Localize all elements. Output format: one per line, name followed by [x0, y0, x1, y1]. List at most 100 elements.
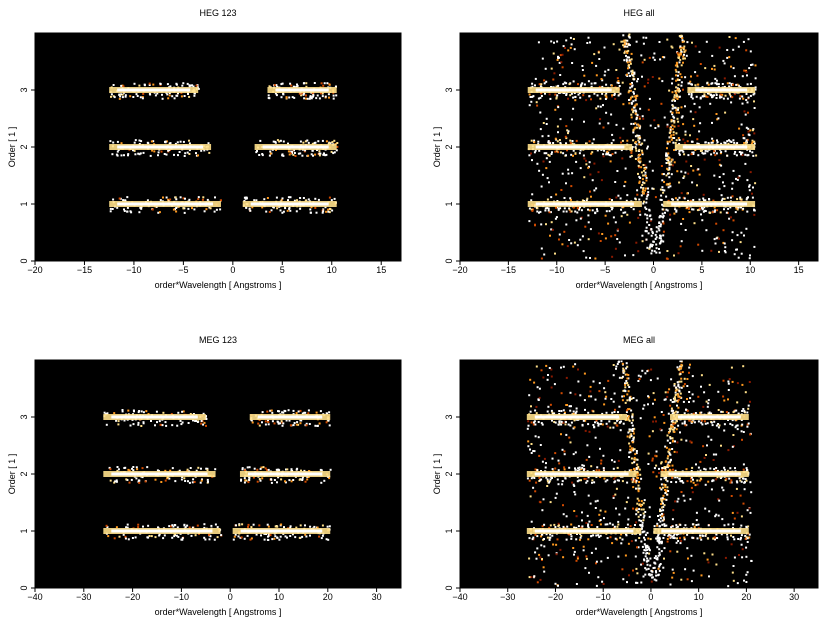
count-pixel — [296, 421, 299, 424]
count-pixel — [116, 206, 119, 209]
count-pixel — [129, 210, 132, 213]
count-pixel — [333, 197, 336, 200]
count-pixel — [701, 151, 704, 154]
count-pixel — [738, 554, 740, 556]
count-pixel — [612, 496, 615, 499]
count-pixel — [655, 230, 658, 233]
count-pixel — [710, 412, 713, 415]
count-pixel — [595, 562, 597, 565]
count-pixel — [616, 419, 618, 422]
count-pixel — [700, 213, 702, 216]
count-pixel — [302, 141, 305, 144]
count-pixel — [626, 382, 629, 384]
count-pixel — [715, 152, 718, 155]
count-pixel — [528, 557, 531, 560]
count-pixel — [264, 423, 267, 426]
count-pixel — [635, 581, 637, 584]
count-pixel — [692, 478, 694, 481]
count-pixel — [727, 380, 730, 383]
count-pixel — [322, 208, 325, 211]
count-pixel — [200, 422, 203, 425]
count-pixel — [634, 524, 636, 526]
count-pixel — [690, 476, 693, 479]
count-pixel — [726, 533, 729, 536]
count-pixel — [629, 149, 632, 152]
count-pixel — [709, 102, 712, 105]
x-axis-label: order*Wavelength [ Angstroms ] — [155, 607, 282, 617]
count-pixel — [580, 209, 583, 212]
count-pixel — [621, 480, 624, 483]
count-pixel — [539, 501, 542, 504]
count-pixel — [140, 425, 143, 427]
count-pixel — [610, 208, 613, 211]
count-pixel — [539, 210, 542, 213]
count-pixel — [560, 189, 563, 191]
count-pixel — [614, 408, 616, 411]
count-pixel — [142, 411, 145, 414]
count-pixel — [681, 422, 684, 425]
count-pixel — [158, 420, 161, 423]
count-pixel — [681, 40, 684, 43]
count-pixel — [642, 192, 645, 195]
count-pixel — [584, 429, 587, 432]
count-pixel — [572, 410, 575, 413]
count-pixel — [300, 94, 303, 97]
count-pixel — [682, 48, 685, 51]
count-pixel — [746, 138, 749, 141]
count-pixel — [648, 224, 651, 226]
count-pixel — [245, 479, 248, 482]
count-pixel — [687, 154, 690, 157]
count-pixel — [255, 151, 258, 154]
count-pixel — [171, 95, 174, 98]
count-pixel — [574, 468, 577, 471]
count-pixel — [740, 543, 743, 546]
count-pixel — [599, 105, 602, 108]
count-pixel — [580, 83, 583, 86]
count-pixel — [124, 199, 127, 202]
count-pixel — [295, 423, 298, 426]
count-pixel — [703, 391, 706, 394]
count-pixel — [652, 187, 655, 190]
count-pixel — [671, 437, 674, 440]
count-pixel — [243, 537, 246, 540]
count-pixel — [553, 421, 556, 423]
count-pixel — [206, 478, 209, 481]
count-pixel — [719, 93, 722, 96]
count-pixel — [177, 535, 180, 538]
count-pixel — [638, 537, 641, 539]
count-pixel — [665, 174, 668, 177]
count-pixel — [663, 189, 666, 192]
count-pixel — [147, 536, 150, 539]
count-pixel — [309, 96, 312, 99]
count-pixel — [690, 93, 693, 96]
count-pixel — [720, 142, 723, 145]
count-pixel — [678, 61, 681, 64]
count-pixel — [665, 162, 668, 164]
count-pixel — [328, 196, 331, 199]
count-pixel — [677, 424, 680, 427]
count-pixel — [565, 137, 568, 140]
count-pixel — [690, 486, 693, 489]
count-pixel — [642, 181, 645, 184]
count-pixel — [652, 420, 655, 423]
count-pixel — [204, 538, 207, 541]
count-pixel — [684, 130, 687, 133]
count-pixel — [609, 160, 612, 163]
count-pixel — [676, 500, 679, 503]
count-pixel — [637, 172, 639, 175]
count-pixel — [688, 366, 691, 369]
count-pixel — [530, 520, 533, 523]
count-pixel — [708, 575, 710, 578]
count-pixel — [301, 477, 304, 480]
count-pixel — [184, 152, 187, 155]
count-pixel — [582, 419, 585, 422]
count-pixel — [638, 141, 641, 144]
count-pixel — [667, 152, 670, 155]
count-pixel — [704, 534, 707, 537]
count-pixel — [336, 145, 339, 148]
count-pixel — [741, 102, 744, 105]
count-pixel — [626, 409, 628, 412]
count-pixel — [667, 412, 670, 415]
count-pixel — [744, 391, 747, 394]
count-pixel — [748, 536, 751, 539]
